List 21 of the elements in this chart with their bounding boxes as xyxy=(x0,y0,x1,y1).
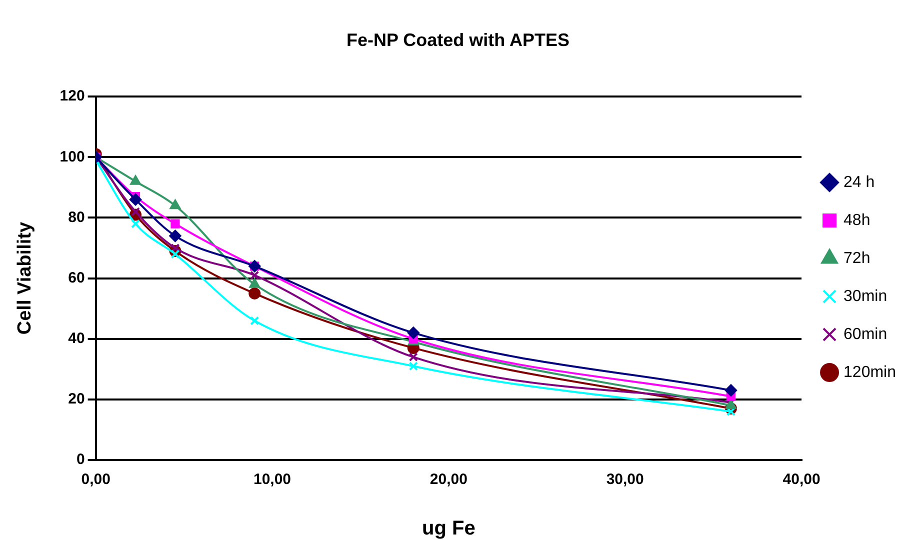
x-tick-label: 10,00 xyxy=(253,471,292,488)
x-tick-label: 40,00 xyxy=(782,471,820,488)
y-axis-title: Cell Viability xyxy=(14,222,36,335)
legend-label: 30min xyxy=(844,288,888,305)
y-tick-label: 120 xyxy=(60,88,85,105)
y-tick-label: 40 xyxy=(68,330,85,348)
legend-label: 24 h xyxy=(844,174,875,191)
y-tick-label: 20 xyxy=(68,390,85,408)
x-tick-label: 20,00 xyxy=(430,471,468,488)
x-tick-label: 30,00 xyxy=(606,471,644,488)
legend-label: 72h xyxy=(844,250,870,267)
legend-label: 48h xyxy=(844,212,870,229)
y-tick-label: 0 xyxy=(76,451,85,468)
x-tick-label: 0,00 xyxy=(81,471,110,488)
y-tick-label: 100 xyxy=(60,148,85,166)
legend-label: 60min xyxy=(844,326,888,343)
legend-label: 120min xyxy=(844,364,896,381)
x-axis-title: ug Fe xyxy=(422,518,476,540)
y-tick-label: 60 xyxy=(68,269,85,286)
chart-title: Fe-NP Coated with APTES xyxy=(346,30,570,50)
y-tick-label: 80 xyxy=(68,208,85,226)
